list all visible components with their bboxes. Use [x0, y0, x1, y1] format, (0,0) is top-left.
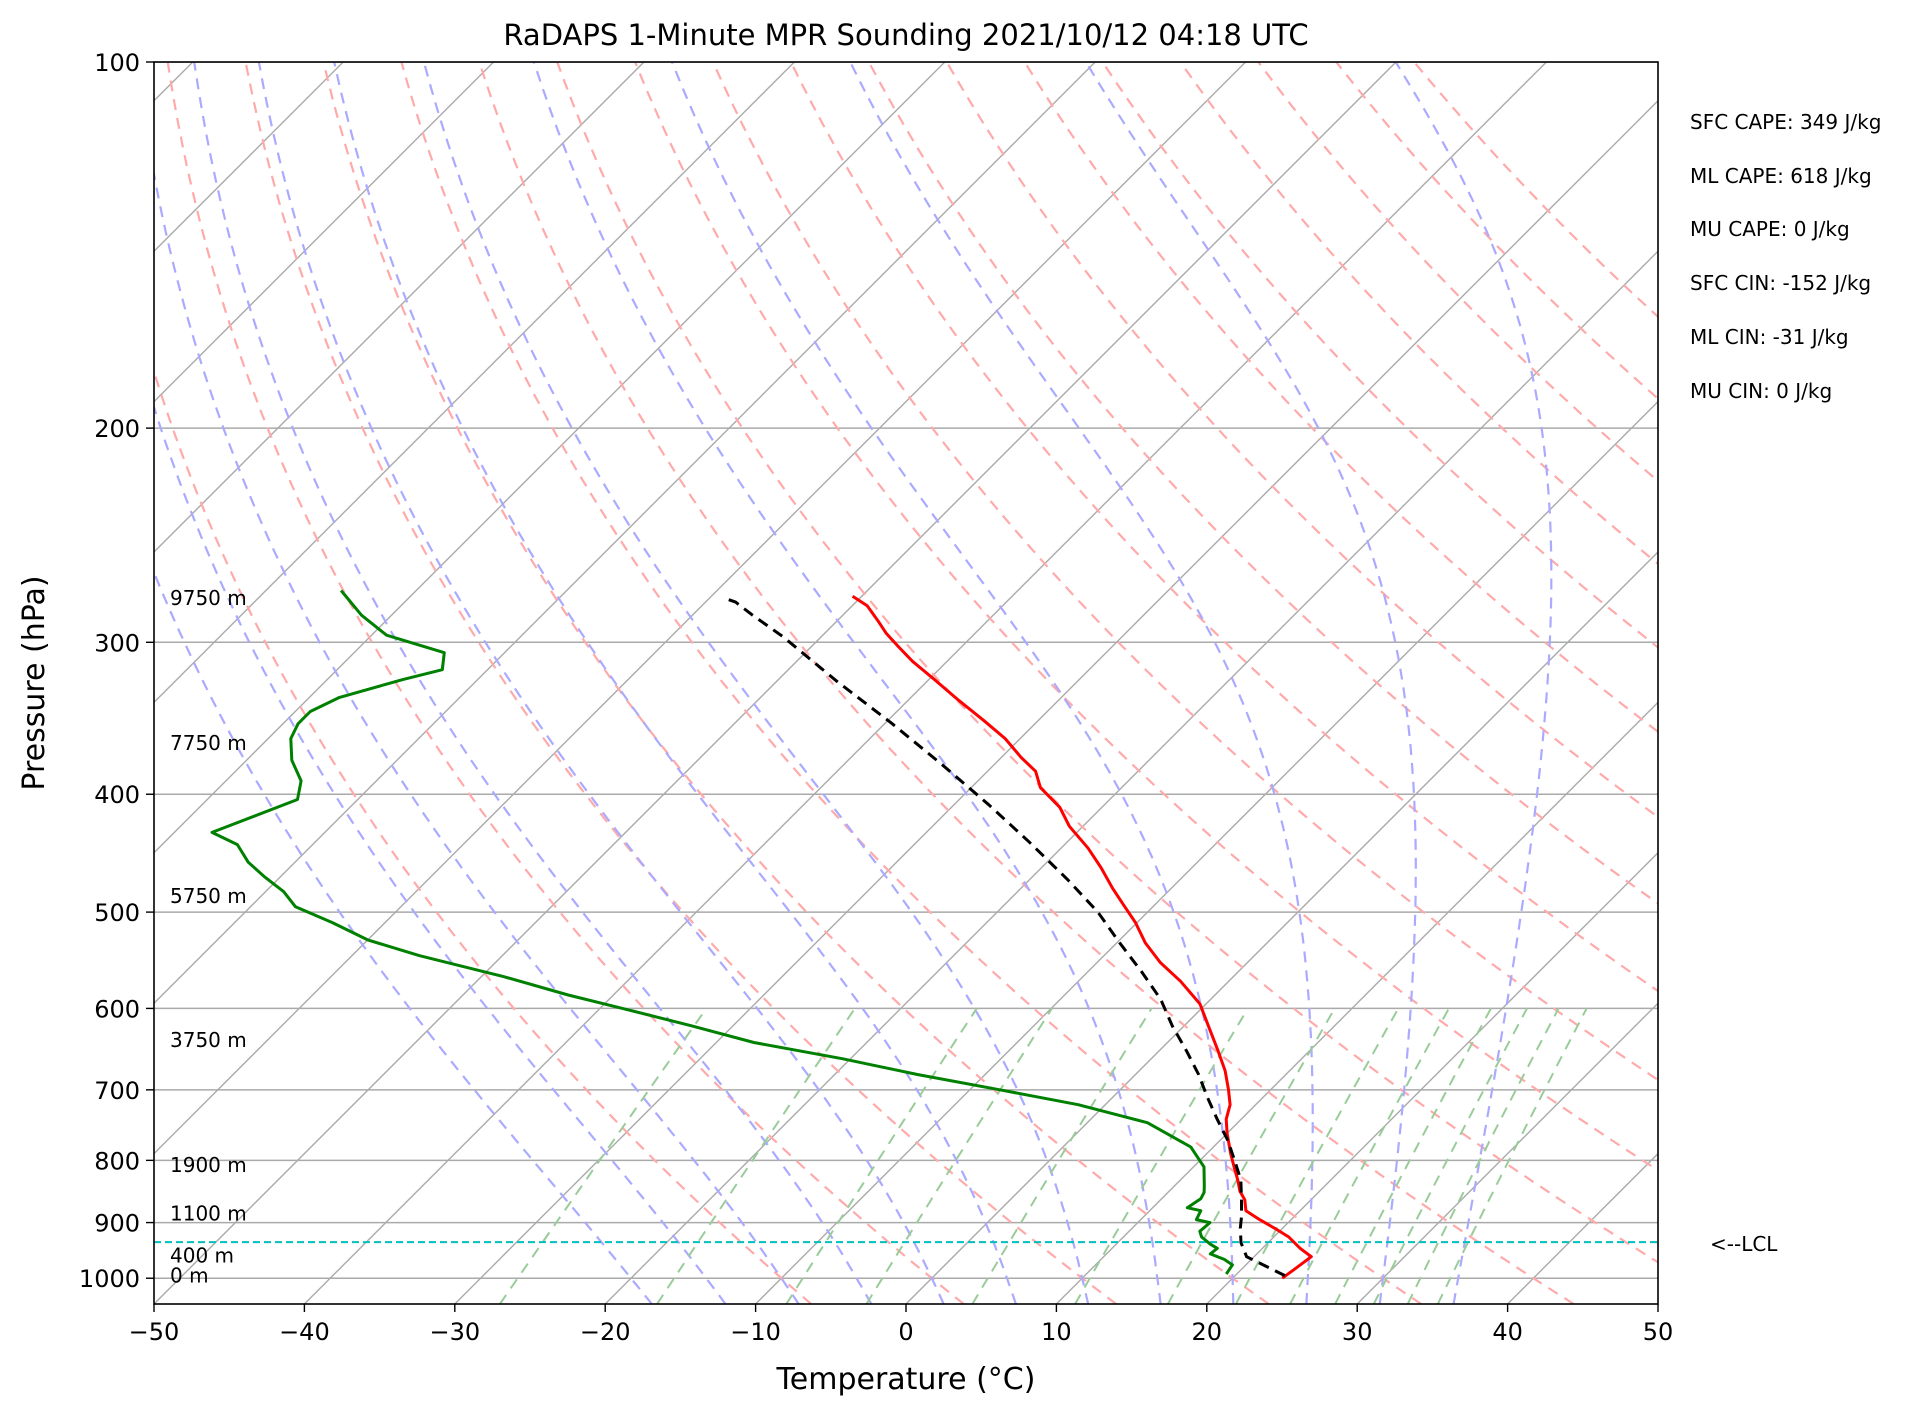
moist-adiabat-line	[257, 62, 945, 1304]
parcel-path-line	[723, 596, 1286, 1277]
y-tick-label: 800	[94, 1147, 140, 1175]
mixing-ratio-line	[656, 1007, 856, 1304]
isotherm-line	[154, 62, 495, 403]
y-tick-label: 900	[94, 1210, 140, 1238]
x-tick-label: 50	[1643, 1318, 1674, 1346]
mixing-ratio-line	[865, 1007, 1053, 1304]
ml-cin-label: ML CIN: -31 J/kg	[1690, 325, 1849, 349]
chart-title: RaDAPS 1-Minute MPR Sounding 2021/10/12 …	[503, 18, 1308, 52]
y-tick-label: 400	[94, 781, 140, 809]
dry-adiabat-line	[711, 62, 1658, 1082]
dry-adiabat-line	[634, 62, 1658, 1172]
mixing-ratio-line	[1406, 1007, 1560, 1304]
y-axis-label: Pressure (hPa)	[17, 575, 52, 790]
moist-adiabat-line	[422, 62, 1090, 1304]
mu-cape-label: MU CAPE: 0 J/kg	[1690, 217, 1850, 241]
y-tick-label: 600	[94, 995, 140, 1023]
dry-adiabat-line	[244, 62, 1117, 1304]
mixing-ratio-line	[785, 1007, 978, 1304]
isotherm-line	[154, 62, 795, 704]
y-tick-label: 300	[94, 629, 140, 657]
x-tick-label: −30	[429, 1318, 480, 1346]
dry-adiabat-line	[867, 62, 1658, 905]
ml-cape-label: ML CAPE: 618 J/kg	[1690, 164, 1872, 188]
y-tick-label: 100	[94, 49, 140, 77]
isotherm-line	[1055, 701, 1658, 1304]
moist-adiabat-line	[532, 62, 1162, 1304]
dry-adiabat-line	[154, 368, 812, 1304]
dry-adiabat-line	[400, 62, 1422, 1304]
moist-adiabat-line	[333, 62, 1017, 1304]
sfc-cin-label: SFC CIN: -152 J/kg	[1690, 271, 1871, 295]
x-tick-label: −50	[129, 1318, 180, 1346]
mixing-ratio-line	[1436, 1007, 1588, 1304]
moist-adiabat-line	[849, 62, 1314, 1304]
moist-adiabat-line	[154, 168, 800, 1304]
y-axis-ticks: 100 200 300 400 500 600 700 800 900 1000	[79, 49, 154, 1293]
height-label: 400 m	[170, 1244, 234, 1268]
moist-adiabat-line	[1394, 62, 1553, 1304]
x-axis-label: Temperature (°C)	[776, 1362, 1036, 1397]
moist-adiabat-line	[670, 62, 1235, 1304]
dry-adiabat-line	[1179, 62, 1658, 566]
background-lines	[154, 62, 1658, 1304]
mu-cin-label: MU CIN: 0 J/kg	[1690, 379, 1832, 403]
y-tick-label: 500	[94, 899, 140, 927]
y-tick-label: 200	[94, 415, 140, 443]
isotherm-line	[154, 62, 946, 854]
height-label: 1900 m	[170, 1153, 247, 1177]
isotherm-line	[154, 62, 1397, 1304]
x-tick-label: 10	[1041, 1318, 1072, 1346]
isotherm-line	[1206, 851, 1658, 1304]
stats-panel: SFC CAPE: 349 J/kg ML CAPE: 618 J/kg MU …	[1690, 110, 1881, 403]
isotherm-line	[905, 551, 1658, 1304]
moist-adiabat-line	[193, 62, 873, 1304]
dry-adiabat-line	[1023, 62, 1658, 734]
mixing-ratio-line	[971, 1007, 1153, 1304]
x-tick-label: −20	[580, 1318, 631, 1346]
y-tick-label: 700	[94, 1077, 140, 1105]
height-label: 3750 m	[170, 1028, 247, 1052]
lcl-label: <--LCL	[1710, 1232, 1778, 1256]
sfc-cape-label: SFC CAPE: 349 J/kg	[1690, 110, 1881, 134]
x-tick-label: 30	[1342, 1318, 1373, 1346]
height-label: 7750 m	[170, 731, 247, 755]
x-tick-label: 20	[1192, 1318, 1223, 1346]
x-tick-label: −40	[279, 1318, 330, 1346]
dry-adiabat-line	[478, 62, 1575, 1304]
x-axis-ticks: −50 −40 −30 −20 −10 0 10 20 30 40 50	[129, 1304, 1674, 1346]
height-labels: 9750 m 7750 m 5750 m 3750 m 1900 m 1100 m 400 …	[170, 586, 247, 1287]
temperature-line	[851, 595, 1313, 1280]
isotherm-line	[154, 62, 1096, 1005]
height-label: 0 m	[170, 1264, 209, 1288]
data-series	[210, 589, 1313, 1280]
mixing-ratio-line	[499, 1007, 708, 1304]
isotherm-line	[303, 62, 1547, 1304]
mixing-ratio-line	[1074, 1007, 1249, 1304]
moist-adiabat-line	[154, 403, 727, 1304]
moist-adiabat-line	[1084, 62, 1417, 1304]
dry-adiabat-line	[945, 62, 1658, 819]
x-tick-label: 0	[898, 1318, 913, 1346]
isotherm-line	[454, 99, 1658, 1304]
height-label: 1100 m	[170, 1202, 247, 1226]
x-tick-label: −10	[730, 1318, 781, 1346]
isotherm-line	[1356, 1002, 1658, 1304]
y-tick-label: 1000	[79, 1265, 140, 1293]
dewpoint-line	[210, 589, 1234, 1275]
dry-adiabat-line	[1101, 62, 1658, 649]
x-tick-label: 40	[1492, 1318, 1523, 1346]
dry-adiabat-line	[789, 62, 1658, 993]
height-label: 5750 m	[170, 884, 247, 908]
isotherm-line	[154, 62, 1247, 1155]
isotherm-line	[154, 62, 645, 553]
height-label: 9750 m	[170, 586, 247, 610]
isotherm-line	[604, 250, 1658, 1304]
